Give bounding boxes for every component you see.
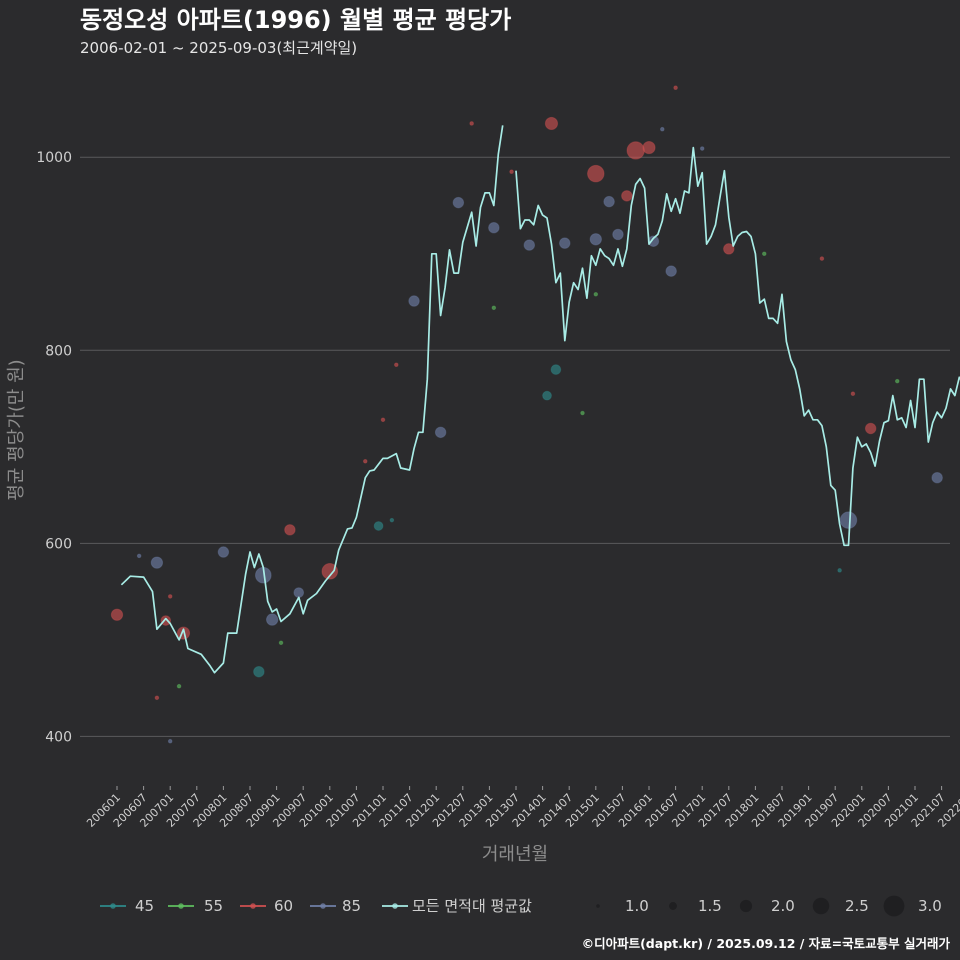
y-tick-label-600: 600 [45,536,72,552]
x-axis-ticks: 2006012006072007012007072008012008072009… [84,786,960,830]
gridlines [80,156,950,737]
chart-subtitle: 2006-02-01 ~ 2025-09-03(최근계약일) [80,39,357,57]
y-axis-ticks: 400 600 800 1000 [36,150,72,745]
point-55-6 [894,378,900,384]
point-45-1 [373,521,384,531]
legend-label-0: 45 [135,897,154,915]
point-45-2 [542,390,552,401]
y-tick-label-800: 800 [45,343,72,359]
point-60-9 [509,169,514,175]
legend-size-circle-4 [883,895,905,917]
y-tick-label-1000: 1000 [36,150,72,166]
point-85-0 [150,556,164,569]
point-60-6 [380,417,386,423]
point-85-9 [523,239,536,251]
point-45-3 [550,364,562,375]
point-60-14 [621,190,633,202]
point-55-2 [491,305,497,311]
point-60-12 [626,141,645,160]
point-85-20 [167,738,173,744]
point-60-15 [673,85,678,91]
legend-size-circle-3 [812,897,830,915]
point-85-13 [612,228,624,241]
legend-dot-2 [250,903,256,909]
y-axis-label: 평균 평당가(만 원) [6,359,27,500]
legend-size-label-4: 3.0 [918,897,942,915]
point-60-13 [642,140,656,155]
y-tick-label-400: 400 [45,729,72,745]
point-60-16 [723,243,735,255]
point-55-4 [593,291,599,297]
point-55-0 [176,683,182,689]
average-line-segment-0 [120,125,504,674]
point-60-11 [587,164,605,183]
point-85-16 [839,511,858,529]
legend-label-1: 55 [204,897,223,915]
point-60-1 [160,615,172,626]
legend-size-circle-0 [596,904,600,908]
x-axis-label: 거래년월 [482,844,548,865]
point-85-12 [589,233,602,246]
chart-title: 동정오성 아파트(1996) 월별 평균 평당가 [80,6,511,34]
legend-size-label-1: 1.5 [698,897,722,915]
point-85-4 [293,587,305,598]
point-55-1 [278,640,284,646]
point-85-8 [488,221,500,234]
point-60-0 [110,608,124,621]
point-85-19 [136,553,142,559]
legend-size-circle-2 [739,899,753,913]
legend-label-3: 85 [342,897,361,915]
legend-dot-3 [320,903,326,909]
point-60-8 [469,121,474,126]
point-60-18 [850,391,856,397]
point-85-10 [559,237,571,249]
point-85-17 [931,471,943,484]
point-85-5 [408,295,420,307]
point-85-22 [699,146,705,151]
legend-label-4: 모든 면적대 평균값 [412,897,532,915]
point-60-26 [167,594,173,599]
point-60-10 [544,116,559,131]
legend-dot-4 [392,903,398,909]
point-60-17 [819,256,825,261]
point-85-3 [265,613,279,626]
point-60-25 [154,695,160,701]
average-line [120,125,960,674]
legend-size-label-0: 1.0 [625,897,649,915]
point-45-0 [253,665,265,678]
average-line-segment-1 [515,146,960,547]
point-60-7 [394,362,399,368]
legend-label-2: 60 [274,897,293,915]
legend-size-label-2: 2.0 [771,897,795,915]
point-45-5 [837,568,842,573]
point-55-5 [761,251,767,257]
legend-size-circle-1 [669,902,677,910]
chart-caption: ©디아파트(dapt.kr) / 2025.09.12 / 자료=국토교통부 실… [582,936,951,951]
point-60-4 [321,563,339,580]
point-85-11 [603,195,615,208]
legend-size-label-3: 2.5 [845,897,869,915]
point-60-5 [362,458,368,464]
point-60-19 [864,422,877,435]
point-55-3 [580,410,585,416]
legend-dot-0 [110,903,116,909]
legend-dot-1 [178,903,184,909]
point-85-6 [434,426,447,439]
point-85-7 [452,196,465,209]
point-45-4 [389,517,395,523]
point-85-1 [217,546,230,558]
point-60-3 [284,524,296,536]
legend: 45 55 60 85 모든 면적대 평균값 1.0 1.5 2.0 2.5 3.0 [100,895,942,917]
point-85-15 [665,265,677,277]
point-85-21 [660,126,665,132]
scatter-points [110,85,943,744]
